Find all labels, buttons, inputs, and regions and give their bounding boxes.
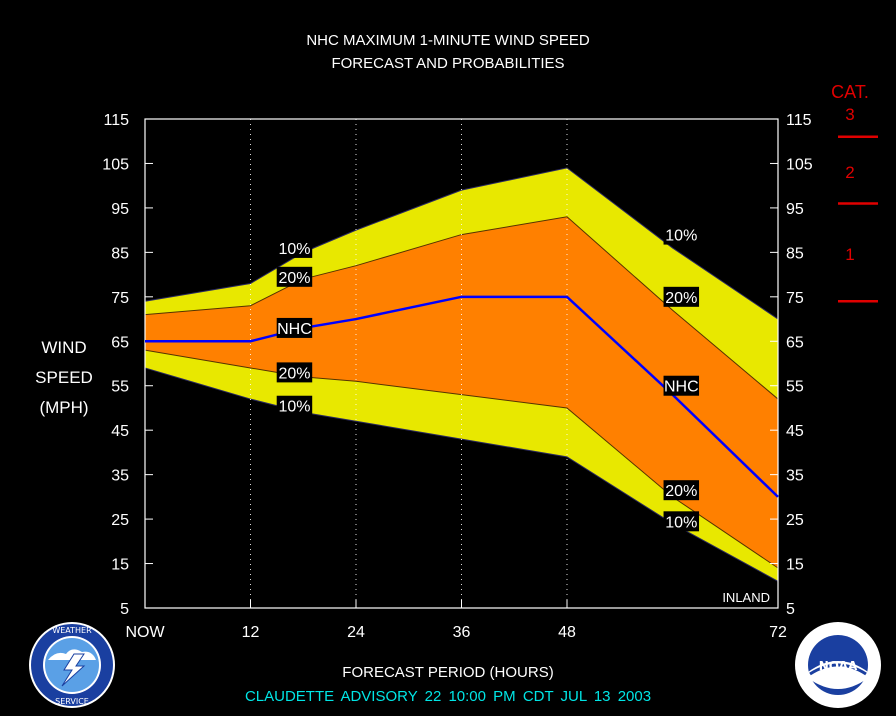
- series-edge-0: [144, 167, 779, 320]
- y-tick-label-left-115: 115: [103, 112, 129, 129]
- y-tick-label-right-95: 95: [786, 201, 804, 218]
- series-label-bg-2: [276, 317, 313, 338]
- y-tick-label-left-25: 25: [111, 512, 129, 529]
- band-20-percent: [145, 216, 778, 568]
- x-tick-label-48: 48: [558, 624, 576, 641]
- series-label-bg-4: [276, 395, 313, 416]
- svg-text:SERVICE: SERVICE: [55, 697, 89, 706]
- nws-logo: WEATHER SERVICE: [29, 622, 115, 708]
- series-label-bg-6: [663, 286, 700, 307]
- series-labels: 10% 20% NHC 20% 10% 10% 20% NHC 20% 10%: [276, 224, 700, 532]
- series-label-bg-7: [663, 375, 700, 396]
- y-tick-label-right-75: 75: [786, 290, 804, 307]
- noaa-logo: NOAA: [795, 622, 881, 708]
- x-axis-title: FORECAST PERIOD (HOURS): [342, 664, 554, 681]
- noaa-logo-text: NOAA: [819, 659, 858, 673]
- svg-text:WEATHER: WEATHER: [52, 626, 92, 635]
- series-edge-1: [144, 216, 779, 400]
- y-tick-label-left-45: 45: [111, 423, 129, 440]
- y-tick-label-left-55: 55: [111, 379, 129, 396]
- chart-title: NHC MAXIMUM 1-MINUTE WIND SPEED: [306, 32, 590, 49]
- x-tick-label-NOW: NOW: [125, 624, 165, 641]
- series-label-6: 20%: [665, 290, 697, 307]
- series-label-bg-9: [663, 511, 700, 532]
- y-tick-label-right-115: 115: [786, 112, 812, 129]
- y-axis-label-line1: WIND: [41, 338, 87, 357]
- y-tick-label-left-35: 35: [111, 468, 129, 485]
- series-label-bg-5: [663, 224, 700, 245]
- category-title: CAT.: [831, 82, 869, 102]
- series-edge-4: [144, 367, 779, 582]
- chart-subtitle: FORECAST AND PROBABILITIES: [331, 55, 565, 72]
- series-label-5: 10%: [665, 228, 697, 245]
- y-axis-label-line3: (MPH): [39, 398, 89, 417]
- category-label-1: 1: [845, 245, 855, 264]
- y-tick-label-right-55: 55: [786, 379, 804, 396]
- inland-label: INLAND: [722, 590, 770, 605]
- series-label-7: NHC: [664, 379, 699, 396]
- series-label-bg-1: [276, 266, 313, 287]
- x-tick-label-72: 72: [769, 624, 787, 641]
- y-tick-label-right-65: 65: [786, 334, 804, 351]
- y-tick-label-right-45: 45: [786, 423, 804, 440]
- y-tick-label-left-75: 75: [111, 290, 129, 307]
- series-edge-3: [144, 349, 779, 569]
- advisory-line: CLAUDETTE ADVISORY 22 10:00 PM CDT JUL 1…: [244, 688, 652, 705]
- x-tick-label-24: 24: [347, 624, 365, 641]
- y-tick-label-right-15: 15: [786, 557, 804, 574]
- y-tick-label-right-35: 35: [786, 468, 804, 485]
- x-tick-label-36: 36: [453, 624, 471, 641]
- nhc-forecast-line: [145, 295, 779, 498]
- series-label-4: 10%: [278, 399, 310, 416]
- y-tick-label-right-85: 85: [786, 245, 804, 262]
- x-tick-label-12: 12: [242, 624, 260, 641]
- y-tick-label-left-105: 105: [102, 156, 129, 173]
- series-label-8: 20%: [665, 483, 697, 500]
- category-label-3: 3: [845, 105, 855, 124]
- category-lines: [838, 135, 878, 303]
- y-tick-label-right-105: 105: [786, 156, 813, 173]
- series-label-bg-3: [276, 362, 313, 383]
- y-tick-label-right-25: 25: [786, 512, 804, 529]
- y-tick-label-left-65: 65: [111, 334, 129, 351]
- y-axis-label-line2: SPEED: [35, 368, 93, 387]
- y-tick-label-left-15: 15: [111, 557, 129, 574]
- series-label-3: 20%: [278, 365, 310, 382]
- y-tick-label-right-5: 5: [786, 601, 795, 618]
- series-label-2: NHC: [277, 321, 312, 338]
- series-label-bg-8: [663, 480, 700, 501]
- series-label-1: 20%: [278, 270, 310, 287]
- series-label-9: 10%: [665, 514, 697, 531]
- category-label-2: 2: [845, 163, 855, 182]
- y-tick-label-left-95: 95: [111, 201, 129, 218]
- nhc-line-path: [145, 295, 779, 498]
- y-tick-label-left-85: 85: [111, 245, 129, 262]
- y-tick-label-left-5: 5: [120, 601, 129, 618]
- series-label-0: 10%: [278, 241, 310, 258]
- series-label-bg-0: [276, 237, 313, 258]
